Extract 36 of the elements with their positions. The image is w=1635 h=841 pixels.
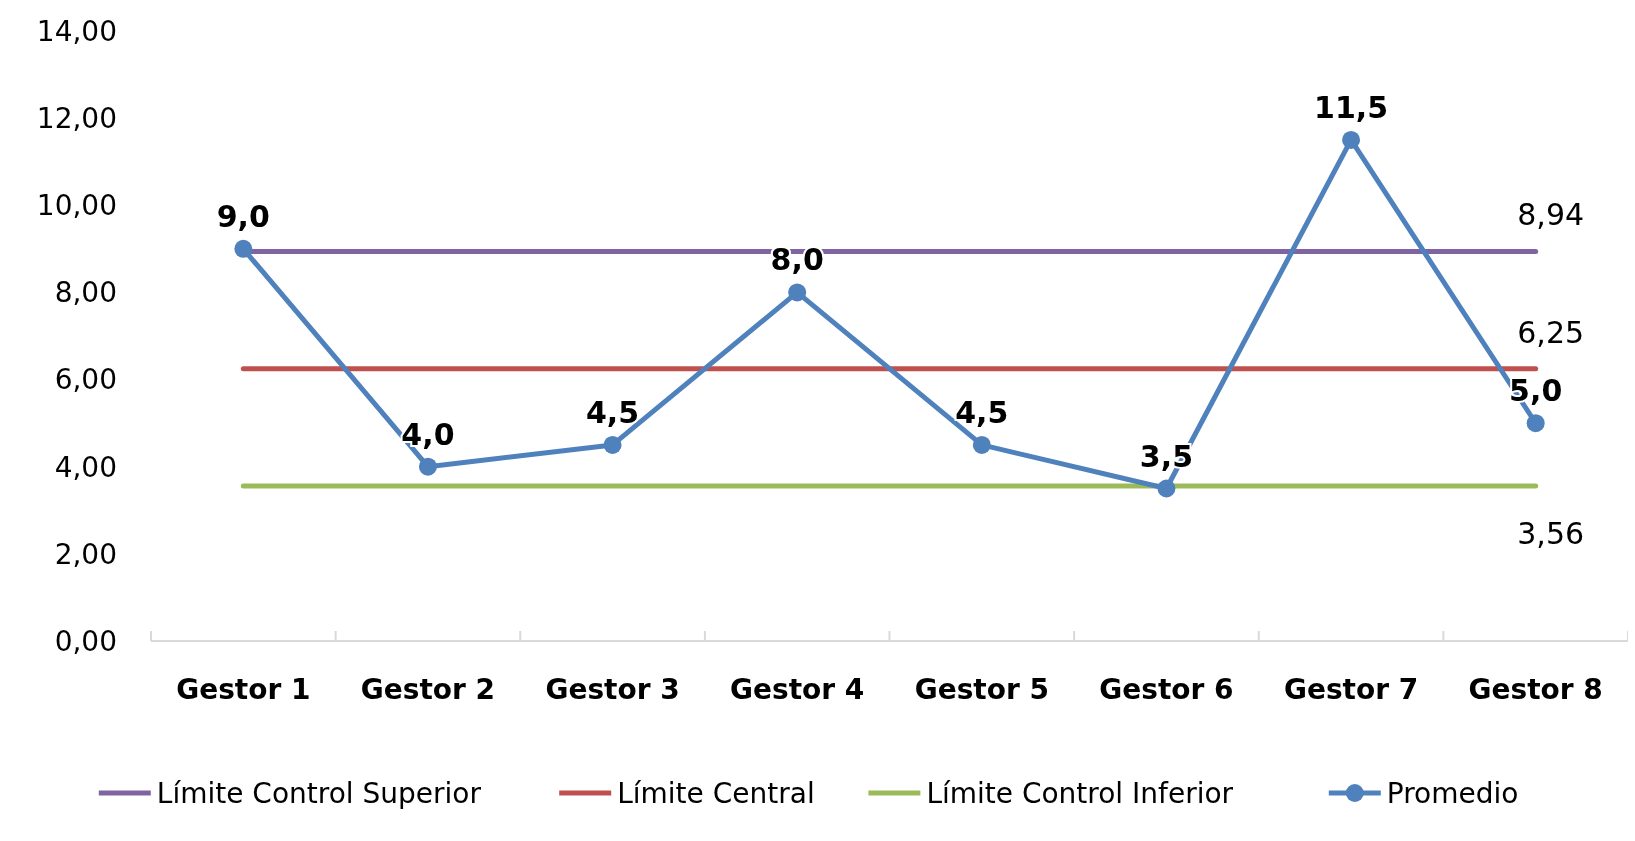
y-tick-label: 10,00	[36, 189, 117, 223]
y-tick-label: 0,00	[54, 624, 117, 658]
data-label: 3,56	[1517, 515, 1585, 551]
x-tick-label: Gestor 2	[360, 673, 496, 706]
y-tick-label: 8,00	[54, 276, 117, 310]
point	[788, 283, 807, 302]
y-tick-label: 12,00	[36, 101, 117, 135]
x-tick-label: Gestor 5	[914, 673, 1049, 706]
legend-label: Promedio	[1386, 776, 1519, 810]
point	[1342, 130, 1361, 149]
x-tick-label: Gestor 7	[1283, 673, 1419, 706]
x-tick-label: Gestor 4	[730, 673, 865, 706]
point	[603, 435, 622, 454]
x-tick-label: Gestor 6	[1099, 673, 1234, 706]
data-label: 4,0	[401, 416, 455, 452]
data-label: 4,5	[585, 394, 640, 430]
data-label: 9,0	[216, 198, 270, 234]
y-tick-label: 2,00	[54, 537, 117, 571]
x-tick-label: Gestor 3	[545, 673, 680, 706]
y-tick-label: 6,00	[54, 363, 117, 397]
point	[418, 457, 437, 476]
data-label: 8,94	[1517, 197, 1585, 233]
x-tick-label: Gestor 1	[176, 673, 311, 706]
legend-label: Límite Control Inferior	[926, 776, 1234, 810]
point	[1157, 479, 1176, 498]
y-tick-label: 4,00	[54, 450, 117, 484]
point	[234, 239, 253, 258]
point	[1526, 414, 1545, 433]
point	[972, 435, 991, 454]
legend-label: Límite Control Superior	[156, 776, 482, 810]
x-tick-label: Gestor 8	[1468, 673, 1603, 706]
data-label: 11,5	[1314, 89, 1389, 125]
y-tick-label: 14,00	[36, 14, 117, 48]
legend-label: Límite Central	[617, 776, 815, 810]
data-label: 4,5	[955, 394, 1009, 430]
data-label: 6,25	[1517, 314, 1585, 350]
